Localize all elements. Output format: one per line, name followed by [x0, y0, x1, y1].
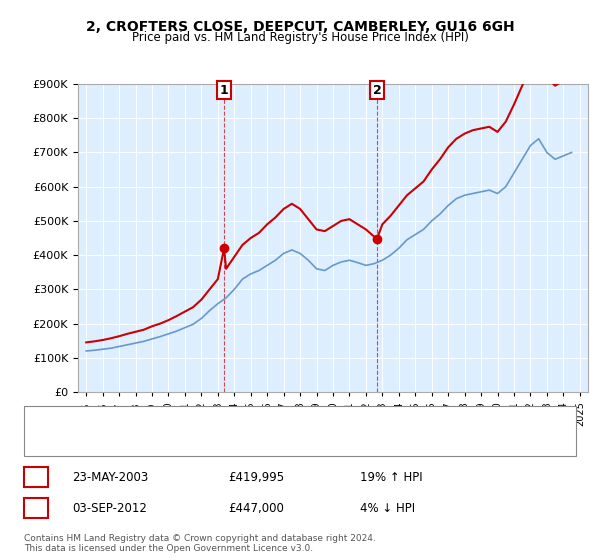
Text: Price paid vs. HM Land Registry's House Price Index (HPI): Price paid vs. HM Land Registry's House … — [131, 31, 469, 44]
Text: —: — — [36, 409, 53, 428]
Text: £447,000: £447,000 — [228, 502, 284, 515]
Text: Contains HM Land Registry data © Crown copyright and database right 2024.
This d: Contains HM Land Registry data © Crown c… — [24, 534, 376, 553]
Text: £419,995: £419,995 — [228, 471, 284, 484]
Text: 2: 2 — [32, 502, 40, 515]
Text: 2, CROFTERS CLOSE, DEEPCUT, CAMBERLEY, GU16 6GH (detached house): 2, CROFTERS CLOSE, DEEPCUT, CAMBERLEY, G… — [60, 414, 446, 423]
Text: 2, CROFTERS CLOSE, DEEPCUT, CAMBERLEY, GU16 6GH: 2, CROFTERS CLOSE, DEEPCUT, CAMBERLEY, G… — [86, 20, 514, 34]
Text: 2: 2 — [373, 84, 382, 97]
Text: 03-SEP-2012: 03-SEP-2012 — [72, 502, 147, 515]
Text: 1: 1 — [32, 471, 40, 484]
Text: 23-MAY-2003: 23-MAY-2003 — [72, 471, 148, 484]
Text: 1: 1 — [220, 84, 229, 97]
Text: —: — — [36, 435, 53, 453]
Text: 19% ↑ HPI: 19% ↑ HPI — [360, 471, 422, 484]
Text: HPI: Average price, detached house, Surrey Heath: HPI: Average price, detached house, Surr… — [60, 439, 322, 449]
Text: 4% ↓ HPI: 4% ↓ HPI — [360, 502, 415, 515]
